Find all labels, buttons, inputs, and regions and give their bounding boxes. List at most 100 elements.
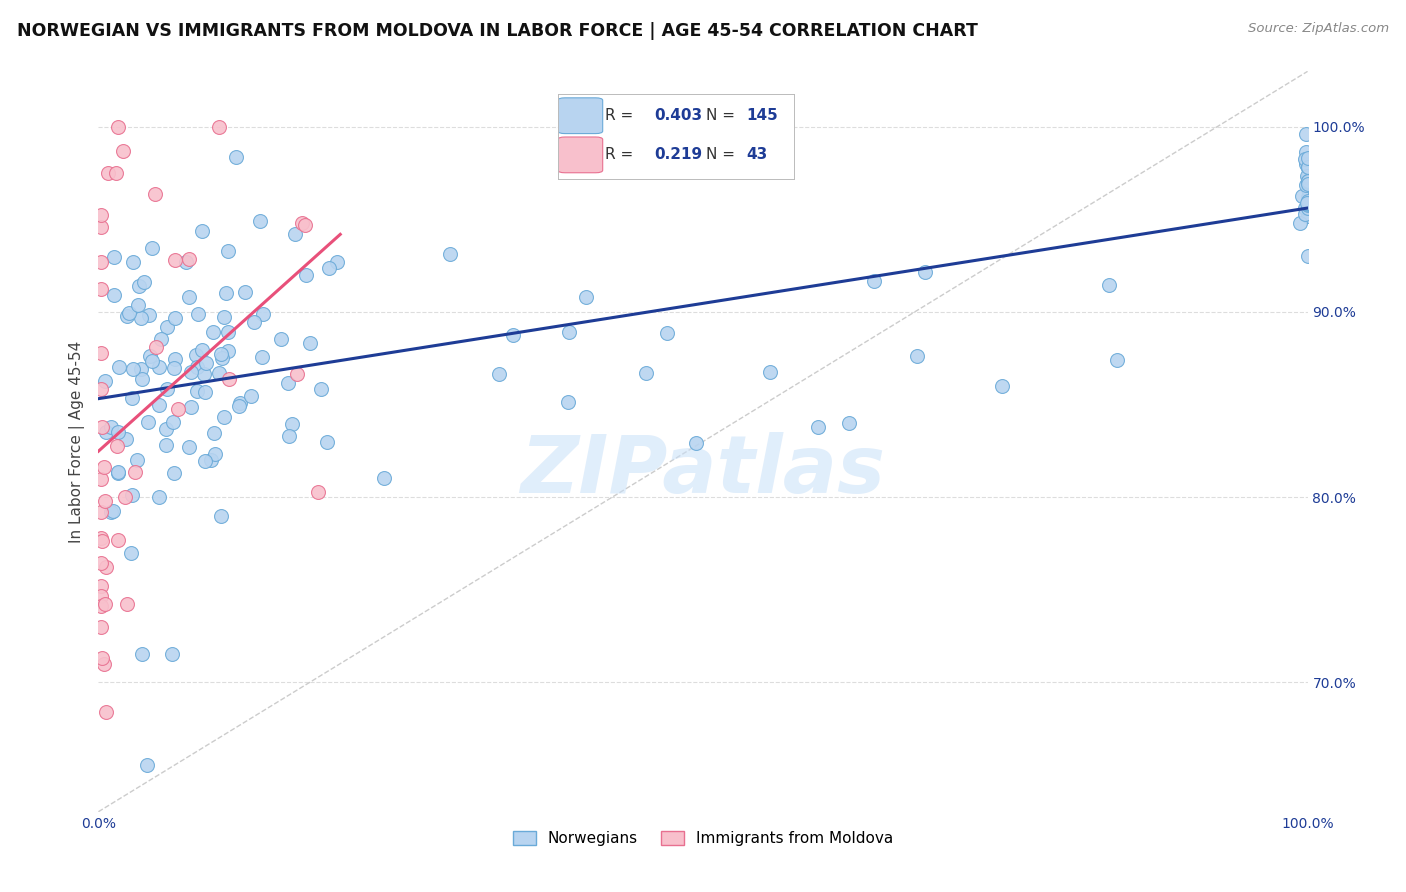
Point — [136, 758, 159, 772]
Point — [1296, 202, 1319, 216]
Point — [211, 351, 233, 366]
Point — [90, 505, 112, 519]
Point — [90, 382, 112, 396]
Text: Source: ZipAtlas.com: Source: ZipAtlas.com — [1249, 22, 1389, 36]
Point — [105, 166, 128, 180]
Point — [373, 471, 395, 485]
Point — [115, 309, 138, 323]
Point — [93, 657, 115, 671]
Point — [277, 429, 299, 443]
Point — [100, 419, 122, 434]
Point — [155, 438, 177, 452]
Point — [208, 120, 231, 134]
Point — [270, 332, 292, 346]
Point — [174, 255, 197, 269]
Point — [186, 359, 208, 374]
Point — [299, 336, 322, 351]
Point — [1296, 174, 1319, 188]
Point — [218, 372, 240, 386]
Point — [1295, 145, 1317, 159]
Point — [315, 434, 337, 449]
Point — [148, 360, 170, 375]
Point — [93, 459, 115, 474]
Point — [439, 247, 461, 261]
Point — [91, 534, 114, 549]
Point — [1296, 249, 1319, 263]
Point — [1296, 194, 1319, 208]
Point — [127, 453, 149, 467]
Point — [141, 354, 163, 368]
Point — [280, 417, 302, 432]
Point — [239, 389, 262, 403]
Point — [212, 409, 235, 424]
Point — [162, 415, 184, 429]
Point — [103, 288, 125, 302]
Point — [1296, 195, 1319, 210]
Point — [90, 282, 112, 296]
Point — [250, 351, 273, 365]
Point — [212, 310, 235, 324]
Point — [90, 557, 112, 571]
Point — [177, 290, 200, 304]
Point — [287, 367, 309, 381]
Text: ZIPatlas: ZIPatlas — [520, 432, 886, 510]
Point — [90, 531, 112, 545]
Point — [1296, 169, 1319, 183]
Point — [163, 310, 186, 325]
Point — [294, 218, 316, 232]
Point — [94, 560, 117, 574]
Point — [96, 425, 118, 439]
Point — [202, 425, 225, 440]
Point — [1296, 196, 1319, 211]
Point — [575, 290, 598, 304]
Point — [150, 332, 173, 346]
Point — [1296, 151, 1319, 165]
Point — [90, 620, 112, 634]
Point — [307, 484, 329, 499]
Point — [131, 371, 153, 385]
Point — [194, 454, 217, 468]
Point — [180, 400, 202, 414]
Point — [145, 186, 167, 201]
Point — [131, 648, 153, 662]
Point — [191, 343, 214, 358]
Legend: Norwegians, Immigrants from Moldova: Norwegians, Immigrants from Moldova — [506, 824, 900, 852]
Point — [225, 150, 247, 164]
Point — [905, 349, 928, 363]
Point — [217, 326, 239, 340]
Point — [163, 466, 186, 480]
Point — [148, 398, 170, 412]
Point — [1296, 175, 1319, 189]
Point — [217, 244, 239, 259]
Point — [249, 214, 271, 228]
Point — [1296, 161, 1319, 175]
Point — [94, 494, 117, 508]
Point — [326, 255, 349, 269]
Point — [758, 365, 780, 379]
Y-axis label: In Labor Force | Age 45-54: In Labor Force | Age 45-54 — [69, 341, 86, 542]
Point — [1296, 182, 1319, 196]
Point — [94, 705, 117, 719]
Point — [90, 599, 112, 614]
Point — [1296, 198, 1319, 212]
Point — [557, 394, 579, 409]
Point — [208, 366, 231, 380]
Point — [107, 466, 129, 480]
Point — [1291, 189, 1313, 203]
Point — [160, 648, 183, 662]
Point — [1294, 207, 1316, 221]
Point — [90, 589, 112, 603]
Point — [991, 379, 1014, 393]
Point — [145, 340, 167, 354]
Point — [200, 452, 222, 467]
Point — [115, 433, 138, 447]
Point — [90, 255, 112, 269]
Point — [309, 382, 332, 396]
Point — [148, 490, 170, 504]
Point — [502, 328, 524, 343]
Point — [90, 220, 112, 235]
Point — [177, 252, 200, 267]
Point — [184, 348, 207, 362]
Point — [90, 471, 112, 485]
Point — [187, 307, 209, 321]
